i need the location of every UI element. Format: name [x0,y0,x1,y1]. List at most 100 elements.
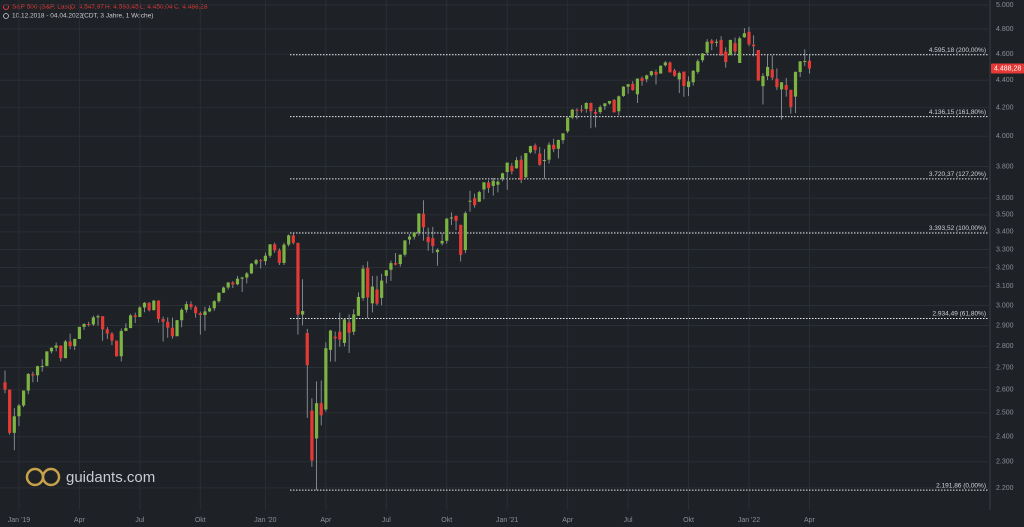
candle-body [454,216,458,221]
candle-body [119,330,123,357]
clock-icon [3,13,9,19]
candle-body [152,300,156,311]
candle-body [77,326,81,339]
candle-body [3,382,7,390]
candle-body [147,302,151,311]
candle-body [766,67,770,77]
candle-body [524,153,528,178]
y-tick-label: 3.600 [996,195,1014,202]
candle-body [189,304,193,308]
candle-body [324,348,328,410]
candle-body [631,83,635,91]
candle-body [380,280,384,298]
candle-body [691,70,695,83]
candle-body [459,224,463,255]
candle-body [403,240,407,255]
candle-body [519,159,523,180]
candle-body [784,85,788,90]
x-tick-label: Apr [804,517,816,524]
x-tick-label: Jan '22 [738,517,760,524]
candle-body [626,84,630,87]
candle-body [510,165,514,172]
candle-body [728,39,732,56]
candle-body [645,75,649,80]
candle-body [491,180,495,186]
watermark: guidants.com [25,467,155,487]
candle-body [124,328,128,331]
candle-body [714,41,719,43]
candle-body [268,244,272,256]
header: S&P 500 (S&P, Last) O: 4.547,97 H: 4.593… [3,4,208,20]
candle-body [8,389,12,433]
x-tick-label: Okt [683,517,694,524]
candle-body [421,213,426,228]
candle-body [133,315,137,317]
candle-body [277,250,281,263]
candle-body [389,263,393,270]
candle-body [603,103,607,107]
y-tick-label: 4.000 [996,133,1014,140]
candle-body [328,330,333,350]
candle-body [542,159,546,161]
y-tick-label: 4.800 [996,26,1014,33]
candle-body [779,82,784,90]
header-low: L: 4.450,04 [140,4,173,11]
candle-body [226,282,230,288]
x-tick-label: Apr [562,517,574,524]
candle-body [789,89,793,108]
candle-body [384,270,388,276]
last-price-label: 4.488,28 [994,65,1021,72]
candle-body [617,96,621,112]
candle-body [240,277,244,279]
header-open: O: 4.547,97 [70,4,104,11]
candle-body [426,237,430,243]
candle-body [49,347,54,352]
candle-body [505,162,509,173]
candle-body [54,345,58,348]
candle-body [724,51,728,63]
x-tick-label: Apr [320,517,332,524]
candle-body [282,244,286,263]
candle-body [649,71,653,76]
y-tick-label: 2.500 [996,410,1014,417]
candle-body [752,44,756,47]
candle-body [338,331,342,340]
x-tick-label: Okt [441,517,452,524]
y-tick-label: 4.600 [996,51,1014,58]
candle-body [115,340,119,357]
candle-body [584,102,588,109]
y-tick-label: 3.100 [996,283,1014,290]
candle-body [468,200,472,202]
header-close: C: 4.488,28 [174,4,208,11]
candle-body [440,240,444,244]
candle-body [101,316,105,330]
candle-body [156,300,161,319]
logo-ring [41,467,61,487]
candle-body [696,61,700,72]
candle-body [700,53,705,61]
candle-body [798,61,802,72]
candle-body [87,324,91,326]
candle-body [366,267,370,298]
candle-body [761,75,765,87]
candle-body [612,99,616,113]
candle-body [668,62,672,73]
candle-body [742,33,746,38]
candle-body [138,307,142,317]
candle-body [254,260,258,264]
fib-label: 2.934,49 (61,80%) [933,311,986,318]
candle-body [198,313,202,315]
candle-body [22,390,26,406]
candle-body [719,39,723,55]
candle-body [738,38,742,63]
candle-body [370,286,374,304]
candle-body [110,333,114,341]
candle-body [347,322,351,333]
fib-label: 3.393,52 (100,00%) [929,225,986,232]
candle-body [803,61,807,63]
candle-body [35,366,40,376]
candle-body [807,60,812,69]
candle-body [296,242,300,315]
candle-body [547,144,551,160]
candle-body [361,268,365,299]
